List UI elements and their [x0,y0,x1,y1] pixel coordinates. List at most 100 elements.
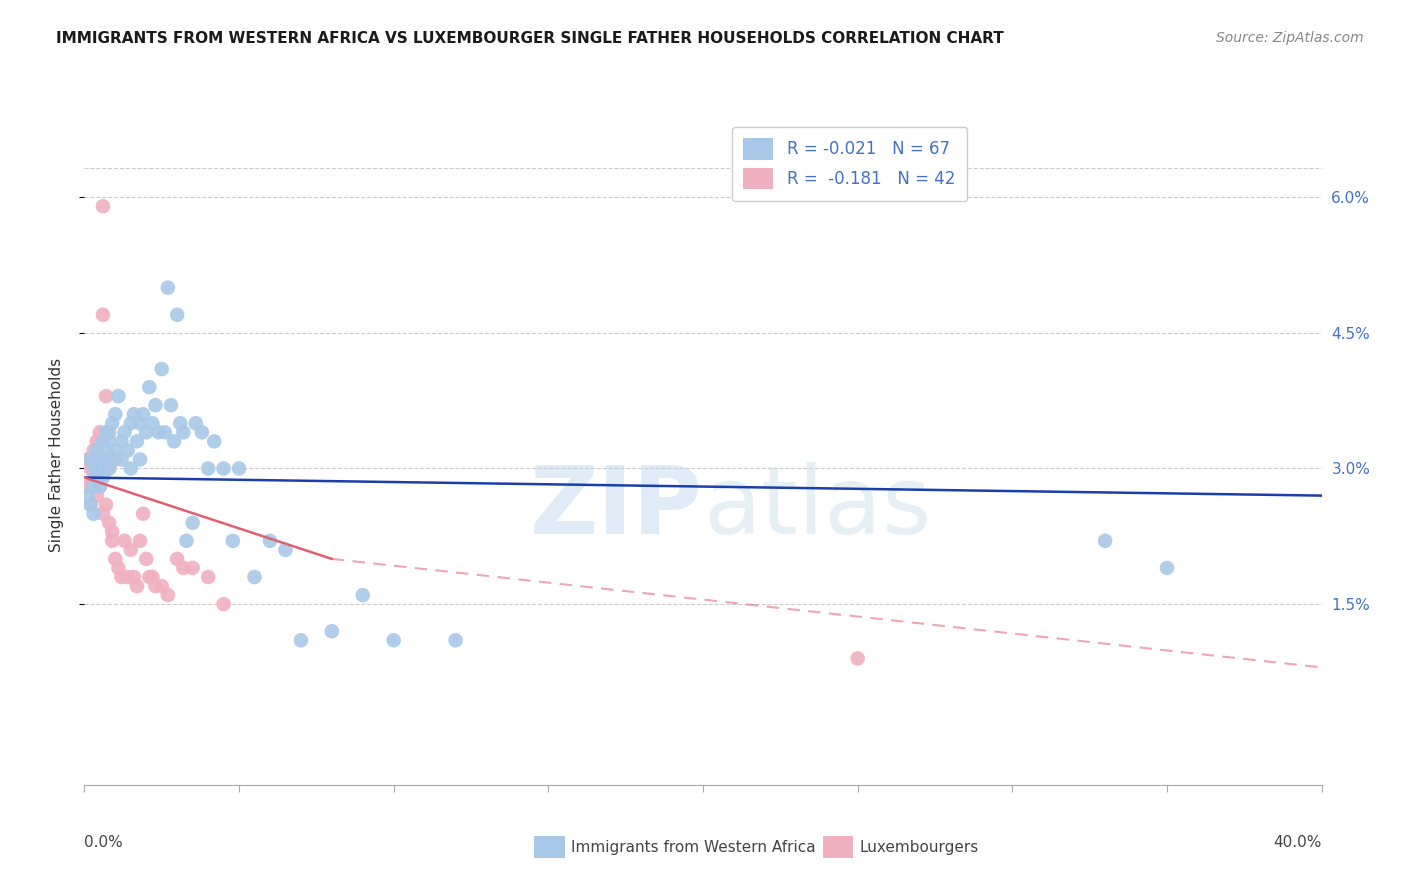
Point [120,417,142,431]
Point [122,570,145,584]
Point [1156,561,1178,575]
Point [120,461,142,475]
Text: IMMIGRANTS FROM WESTERN AFRICA VS LUXEMBOURGER SINGLE FATHER HOUSEHOLDS CORRELAT: IMMIGRANTS FROM WESTERN AFRICA VS LUXEMB… [56,31,1004,46]
Point [101,417,124,431]
Point [76,489,98,503]
Text: atlas: atlas [703,462,931,554]
Point [243,570,266,584]
Point [129,533,152,548]
Point [89,452,111,467]
Point [98,461,121,475]
Point [145,398,167,412]
Point [181,516,204,530]
Point [135,552,157,566]
Point [197,461,219,475]
Point [150,579,173,593]
Point [107,561,129,575]
Text: Luxembourgers: Luxembourgers [859,840,979,855]
Text: 40.0%: 40.0% [1274,836,1322,850]
Point [150,362,173,376]
Legend: R = -0.021   N = 67, R =  -0.181   N = 42: R = -0.021 N = 67, R = -0.181 N = 42 [733,127,967,201]
Point [132,507,155,521]
Point [98,516,121,530]
Point [76,479,98,493]
Text: ZIP: ZIP [530,462,703,554]
Point [83,461,105,475]
Text: Source: ZipAtlas.com: Source: ZipAtlas.com [1216,31,1364,45]
Point [259,533,281,548]
Point [117,443,139,458]
Point [141,570,163,584]
Point [181,561,204,575]
Point [125,434,148,449]
Point [104,443,127,458]
Point [110,570,132,584]
Point [145,579,167,593]
Point [98,425,121,440]
Point [132,407,155,421]
Point [169,417,191,431]
Point [91,199,114,213]
Point [172,425,194,440]
Point [202,434,225,449]
Point [166,552,188,566]
Point [83,443,105,458]
Point [83,479,105,493]
Point [101,452,124,467]
Point [104,452,127,467]
Point [83,470,105,484]
Point [101,524,124,539]
Point [1094,533,1116,548]
Point [212,461,235,475]
Point [89,479,111,493]
Point [222,533,245,548]
Point [89,425,111,440]
Point [79,452,101,467]
Point [135,425,157,440]
Point [141,417,163,431]
Point [86,470,108,484]
Point [163,434,186,449]
Point [91,452,114,467]
Point [76,452,98,467]
Point [98,434,121,449]
Point [156,280,179,294]
Point [107,389,129,403]
Point [94,389,117,403]
Point [86,434,108,449]
Point [79,498,101,512]
Point [129,452,152,467]
Point [86,443,108,458]
Y-axis label: Single Father Households: Single Father Households [49,358,63,552]
Point [79,461,101,475]
Point [172,561,194,575]
Point [91,434,114,449]
Point [91,470,114,484]
Point [166,308,188,322]
Point [89,461,111,475]
Point [94,498,117,512]
Point [274,542,297,557]
Point [382,633,405,648]
Point [129,417,152,431]
Point [156,588,179,602]
Point [138,570,160,584]
Point [191,425,214,440]
Point [94,443,117,458]
Point [86,489,108,503]
Point [94,425,117,440]
Point [117,570,139,584]
Point [444,633,467,648]
Point [176,533,198,548]
Point [352,588,374,602]
Point [212,597,235,611]
Point [321,624,343,639]
Point [153,425,176,440]
Point [79,498,101,512]
Point [98,461,121,475]
Text: 0.0%: 0.0% [84,836,124,850]
Point [184,417,207,431]
Text: Immigrants from Western Africa: Immigrants from Western Africa [571,840,815,855]
Point [120,542,142,557]
Point [91,308,114,322]
